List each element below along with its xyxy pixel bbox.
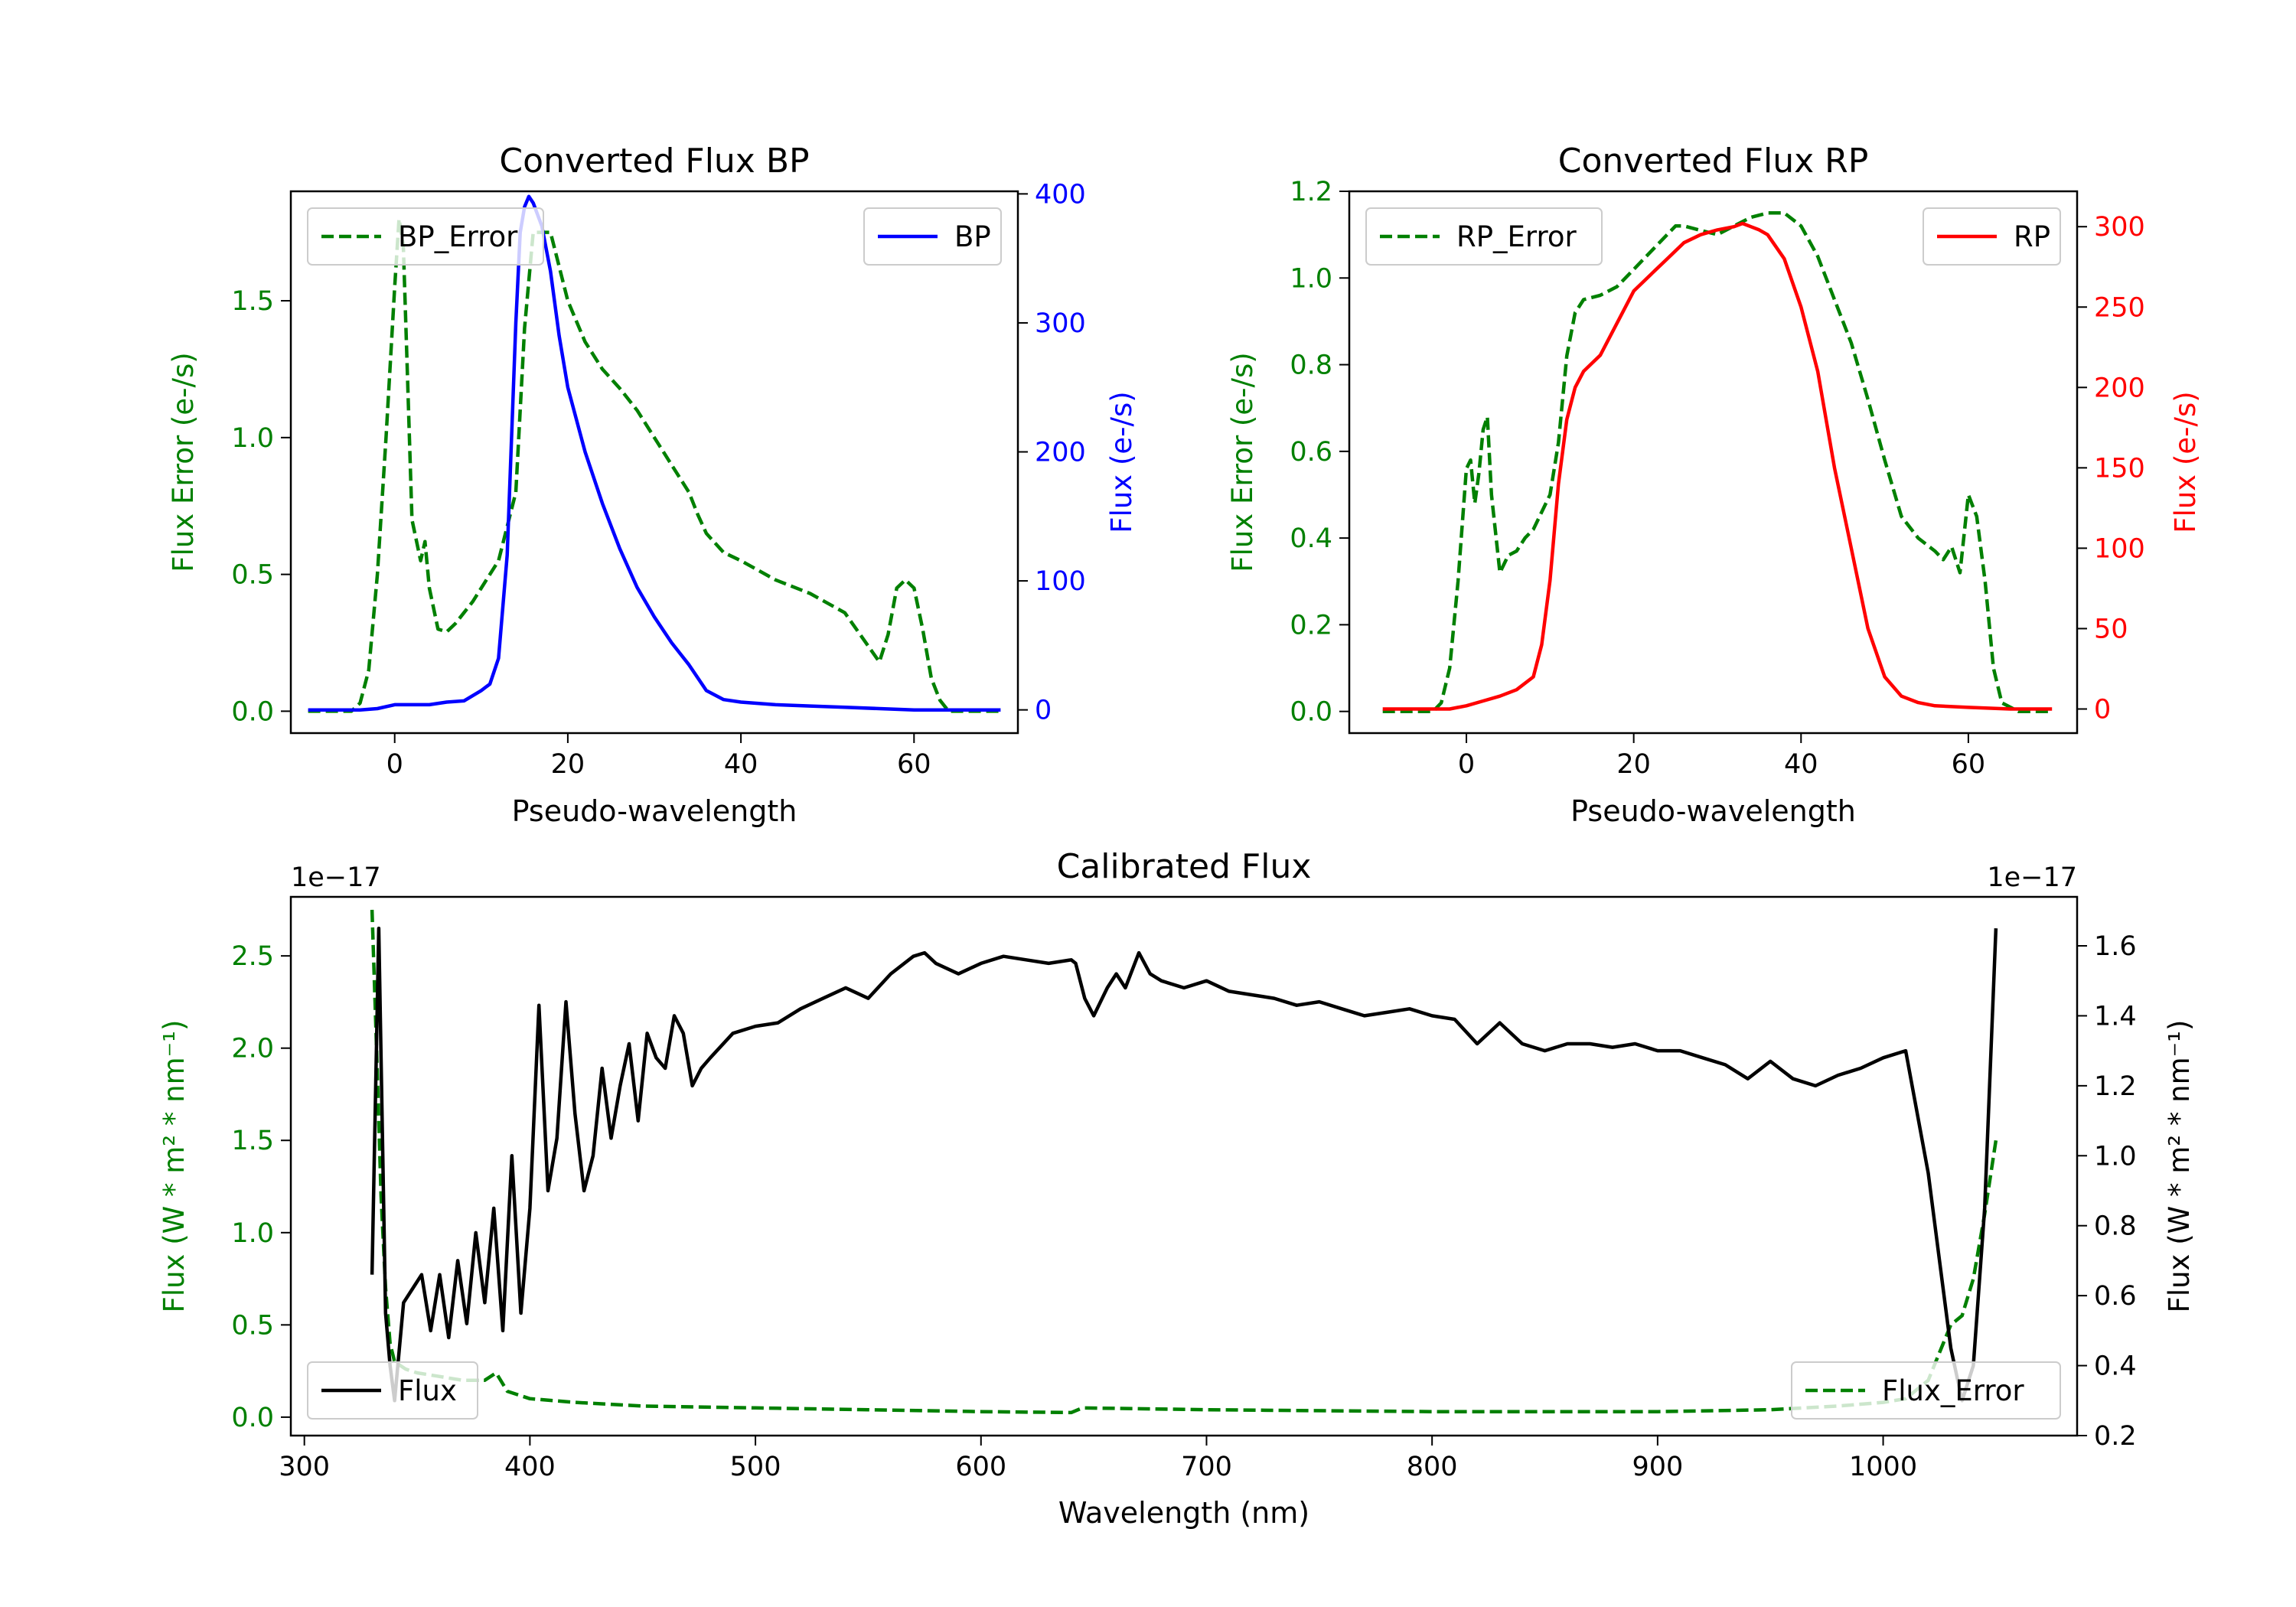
legend-box (307, 207, 544, 266)
plot-area (1382, 211, 2053, 713)
x-tick-label: 60 (1952, 749, 1986, 780)
legend-bp: BP (863, 207, 1002, 266)
right-y-tick-label: 200 (1035, 438, 1086, 468)
series-line-rp-error (1382, 211, 2053, 713)
series-line-bp (308, 194, 1001, 712)
x-tick-label: 20 (551, 749, 585, 780)
legend-flux: Flux (307, 1361, 478, 1420)
legend-box (307, 1361, 478, 1420)
left-y-tick-label: 1.2 (1290, 177, 1332, 207)
x-tick-label: 0 (1458, 749, 1475, 780)
legend-box (1365, 207, 1603, 266)
x-tick-label: 700 (1181, 1452, 1232, 1482)
right-y-tick-label: 300 (1035, 308, 1086, 339)
left-y-tick-label: 1.5 (231, 286, 274, 317)
x-tick-label: 300 (279, 1452, 330, 1482)
x-tick-label: 60 (897, 749, 931, 780)
legend-rp-error: RP_Error (1365, 207, 1603, 266)
right-y-tick-label: 150 (2094, 453, 2145, 484)
legend-label: RP (2014, 220, 2050, 253)
left-y-tick-label: 0.2 (1290, 610, 1332, 641)
right-y-tick-label: 1.4 (2094, 1001, 2137, 1032)
right-y-tick-label: 0.6 (2094, 1281, 2137, 1312)
legend-label: BP_Error (398, 220, 518, 253)
right-y-tick-label: 400 (1035, 179, 1086, 210)
left-y-tick-label: 0.8 (1290, 350, 1332, 381)
series-line-flux (370, 926, 1998, 1403)
left-y-tick-label: 2.0 (231, 1034, 274, 1064)
right-y-axis-label: Flux (e-/s) (1105, 391, 1138, 533)
legend-label: Flux (398, 1374, 457, 1407)
right-y-tick-label: 300 (2094, 212, 2145, 243)
chart-title: Converted Flux RP (1558, 142, 1869, 181)
left-y-tick-label: 0.6 (1290, 437, 1332, 468)
bp-panel: Converted Flux BP 0 20 40 60 Pseudo-wavelengt… (167, 142, 1138, 828)
right-y-axis-label: Flux (e-/s) (2169, 391, 2202, 533)
x-tick-label: 800 (1407, 1452, 1458, 1482)
left-y-tick-label: 0.5 (231, 1310, 274, 1341)
right-y-tick-label: 1.2 (2094, 1071, 2137, 1102)
axes-frame (289, 895, 2079, 1437)
left-offset-label: 1e−17 (291, 862, 381, 893)
legend-bp-error: BP_Error (307, 207, 544, 266)
axes-frame (1348, 190, 2079, 735)
legend-label: RP_Error (1456, 220, 1577, 253)
left-y-tick-label: 1.5 (231, 1126, 274, 1156)
legend-label: Flux_Error (1882, 1374, 2024, 1407)
x-axis-label: Pseudo-wavelength (1570, 794, 1856, 828)
series-line-bp-error (308, 217, 1001, 713)
x-axis-label: Wavelength (nm) (1058, 1496, 1309, 1530)
right-y-tick-label: 0.4 (2094, 1351, 2137, 1382)
x-tick-label: 40 (1784, 749, 1818, 780)
chart-title: Calibrated Flux (1057, 847, 1312, 886)
left-y-tick-label: 0.0 (231, 696, 274, 727)
x-tick-label: 0 (386, 749, 403, 780)
right-y-tick-label: 1.6 (2094, 931, 2137, 962)
left-y-axis-label: Flux Error (e-/s) (1226, 352, 1259, 572)
right-y-tick-label: 0 (1035, 696, 1052, 726)
legend-box (1791, 1361, 2061, 1420)
legend-label: BP (954, 220, 991, 253)
x-tick-label: 40 (724, 749, 758, 780)
right-y-axis-label: Flux (W * m² * nm⁻¹) (2163, 1020, 2196, 1313)
left-y-tick-label: 2.5 (231, 941, 274, 972)
x-tick-label: 1000 (1849, 1452, 1917, 1482)
legend-flux-error: Flux_Error (1791, 1361, 2061, 1420)
left-y-tick-label: 1.0 (231, 1218, 274, 1249)
chart-title: Converted Flux BP (499, 142, 809, 181)
right-y-tick-label: 100 (2094, 533, 2145, 564)
calibrated-panel: Calibrated Flux 300 400 500 600 700 800 900 1000… (158, 847, 2196, 1530)
left-y-tick-label: 0.5 (231, 560, 274, 591)
x-tick-label: 900 (1632, 1452, 1683, 1482)
left-y-tick-label: 0.0 (231, 1403, 274, 1433)
x-tick-label: 20 (1616, 749, 1651, 780)
left-y-axis-label: Flux Error (e-/s) (167, 352, 200, 572)
right-offset-label: 1e−17 (1987, 862, 2077, 893)
right-y-tick-label: 0.2 (2094, 1421, 2137, 1452)
x-tick-label: 500 (730, 1452, 781, 1482)
right-y-tick-label: 100 (1035, 566, 1086, 597)
left-y-tick-label: 0.4 (1290, 523, 1332, 554)
right-y-tick-label: 200 (2094, 373, 2145, 403)
right-y-tick-label: 50 (2094, 614, 2128, 644)
axes-frame (289, 190, 1019, 735)
series-line-rp (1382, 221, 2053, 711)
x-tick-label: 600 (955, 1452, 1006, 1482)
plot-area (308, 194, 1001, 713)
right-y-tick-label: 0 (2094, 694, 2111, 725)
right-y-tick-label: 1.0 (2094, 1141, 2137, 1172)
right-y-tick-label: 250 (2094, 292, 2145, 323)
left-y-tick-label: 1.0 (231, 423, 274, 454)
left-y-axis-label: Flux (W * m² * nm⁻¹) (158, 1020, 191, 1313)
left-y-tick-label: 1.0 (1290, 263, 1332, 294)
x-tick-label: 400 (504, 1452, 556, 1482)
x-axis-label: Pseudo-wavelength (512, 794, 797, 828)
left-y-tick-label: 0.0 (1290, 697, 1332, 728)
right-y-tick-label: 0.8 (2094, 1211, 2137, 1242)
legend-rp: RP (1923, 207, 2061, 266)
rp-panel: Converted Flux RP 0 20 40 60 Pseudo-wavelengt… (1226, 142, 2202, 828)
